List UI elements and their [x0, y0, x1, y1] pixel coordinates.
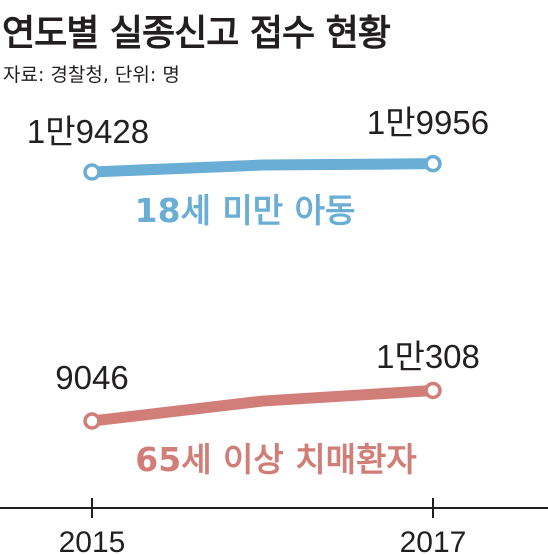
data-label-dementia-2017: 1만308 — [376, 338, 480, 375]
series-label-dementia: 65세 이상 치매환자 — [135, 440, 417, 479]
point-dementia-2017 — [424, 381, 442, 400]
data-label-children-2015: 1만9428 — [27, 113, 149, 150]
chart-source-note: 자료: 경찰청, 단위: 명 — [3, 64, 180, 86]
x-tick-label-2015: 2015 — [59, 526, 126, 555]
data-label-dementia-2015: 9046 — [55, 359, 128, 396]
series-label-children: 18세 미만 아동 — [135, 191, 356, 230]
x-tick-label-2017: 2017 — [400, 526, 467, 555]
point-children-2015 — [83, 163, 101, 181]
series-children: 1만9428 1만9956 18세 미만 아동 — [27, 104, 489, 230]
data-label-children-2017: 1만9956 — [367, 104, 489, 141]
chart-title: 연도별 실종신고 접수 현황 — [2, 13, 391, 54]
series-line-children — [86, 158, 439, 178]
series-dementia: 9046 1만308 65세 이상 치매환자 — [55, 338, 480, 479]
point-children-2017 — [424, 154, 442, 173]
point-dementia-2015 — [83, 412, 101, 430]
series-line-dementia — [86, 384, 439, 427]
